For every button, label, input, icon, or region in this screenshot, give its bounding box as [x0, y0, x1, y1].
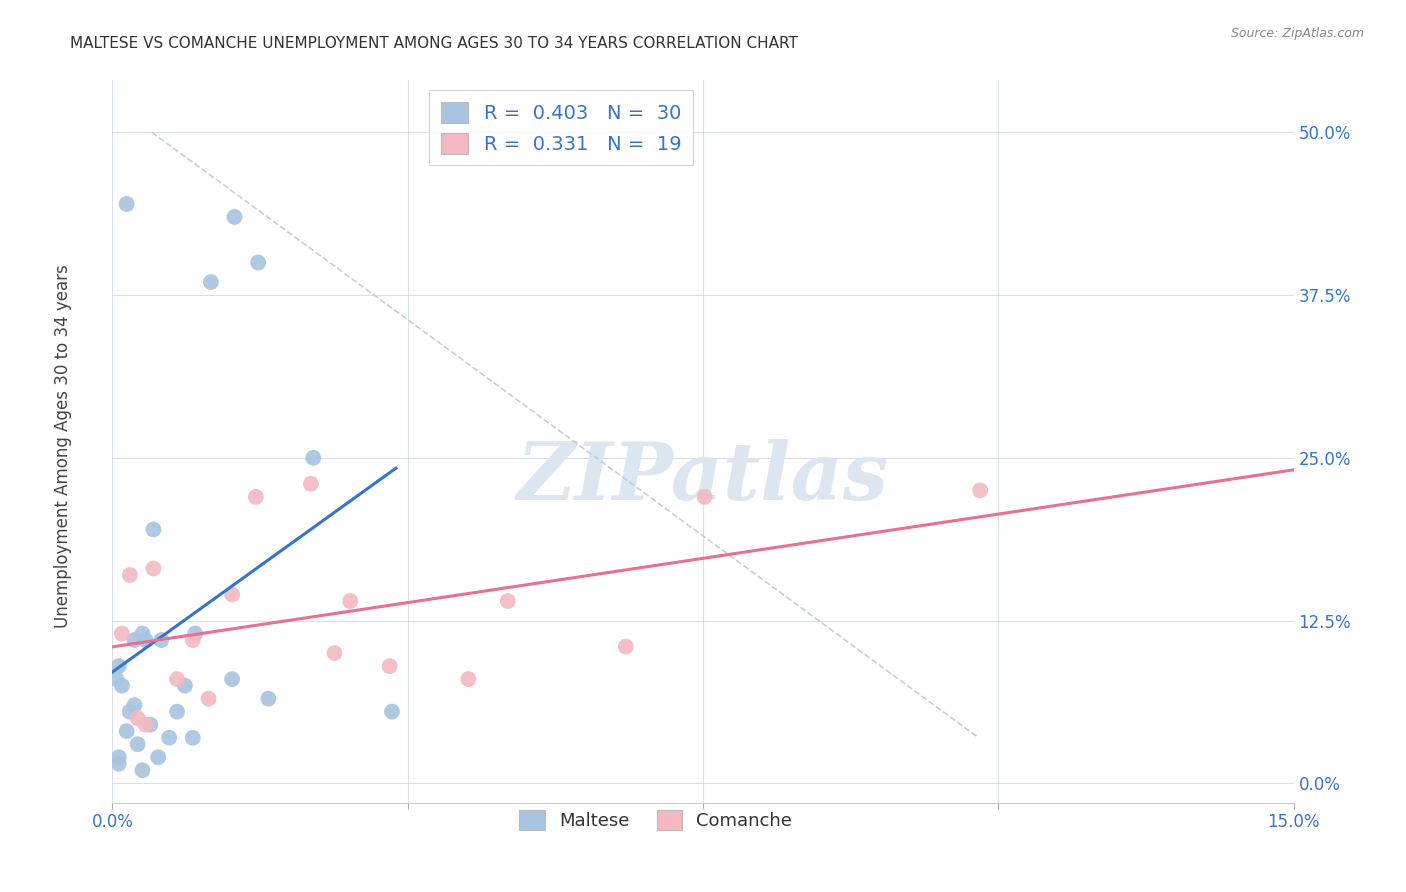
Point	[496, 594, 519, 608]
Point	[693, 490, 716, 504]
Point	[257, 691, 280, 706]
Point	[166, 705, 188, 719]
Point	[118, 705, 141, 719]
Point	[107, 659, 129, 673]
Point	[197, 691, 219, 706]
Point	[146, 750, 169, 764]
Point	[339, 594, 361, 608]
Point	[174, 679, 197, 693]
Legend: Maltese, Comanche: Maltese, Comanche	[512, 803, 800, 837]
Point	[127, 737, 149, 751]
Point	[142, 561, 165, 575]
Point	[184, 626, 207, 640]
Point	[139, 717, 162, 731]
Point	[115, 724, 138, 739]
Point	[127, 711, 149, 725]
Point	[131, 626, 153, 640]
Point	[969, 483, 991, 498]
Point	[224, 210, 246, 224]
Text: Unemployment Among Ages 30 to 34 years: Unemployment Among Ages 30 to 34 years	[55, 264, 72, 628]
Point	[181, 731, 204, 745]
Point	[221, 587, 243, 601]
Point	[457, 672, 479, 686]
Point	[245, 490, 267, 504]
Point	[105, 672, 128, 686]
Point	[124, 633, 146, 648]
Point	[135, 717, 157, 731]
Point	[157, 731, 180, 745]
Point	[323, 646, 346, 660]
Text: MALTESE VS COMANCHE UNEMPLOYMENT AMONG AGES 30 TO 34 YEARS CORRELATION CHART: MALTESE VS COMANCHE UNEMPLOYMENT AMONG A…	[70, 36, 799, 51]
Point	[299, 476, 322, 491]
Text: ZIPatlas: ZIPatlas	[517, 439, 889, 516]
Point	[131, 764, 153, 778]
Point	[378, 659, 401, 673]
Point	[181, 633, 204, 648]
Point	[247, 255, 270, 269]
Point	[302, 450, 325, 465]
Point	[107, 750, 129, 764]
Point	[107, 756, 129, 771]
Point	[381, 705, 404, 719]
Point	[111, 626, 134, 640]
Point	[221, 672, 243, 686]
Point	[135, 633, 157, 648]
Point	[150, 633, 173, 648]
Point	[118, 568, 141, 582]
Point	[115, 197, 138, 211]
Point	[124, 698, 146, 713]
Point	[614, 640, 637, 654]
Point	[142, 523, 165, 537]
Point	[200, 275, 222, 289]
Point	[111, 679, 134, 693]
Point	[166, 672, 188, 686]
Text: Source: ZipAtlas.com: Source: ZipAtlas.com	[1230, 27, 1364, 40]
